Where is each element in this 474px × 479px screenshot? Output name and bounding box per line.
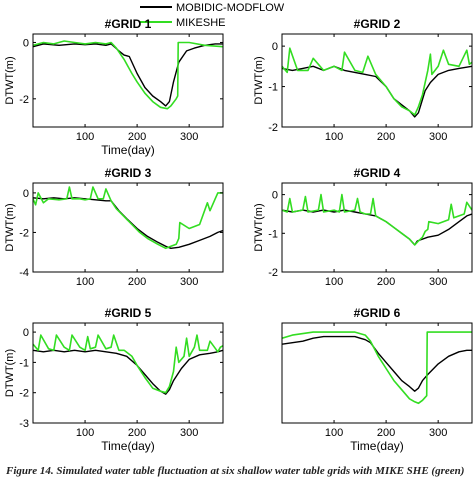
x-axis-label: Time(day) [101,439,155,453]
x-tick-label: 200 [128,131,146,143]
series-line-mikeshe [33,334,223,394]
series-line-mikeshe [33,40,223,110]
chart-panel-4: 100 200 300 -2 -1 0 #GRID 4 DTWT(m) [253,166,473,288]
chart-panel-6: 100 200 300 #GRID 6 Time(day) [281,306,473,453]
plot-frame [281,322,473,424]
panels: 100 200 300 -2 0 #GRID 1 Time(day) DTWT(m) 100 20… [4,17,473,453]
x-tick-label: 200 [377,276,395,288]
y-tick-label: -2 [268,122,278,134]
series-line-mobidic [33,197,223,250]
x-tick-label: 300 [429,427,447,439]
plot-frame [32,182,224,273]
y-axis-label: DTWT(m) [4,349,16,397]
x-tick-label: 300 [429,131,447,143]
y-tick-label: -2 [268,267,278,279]
series-line-mikeshe [33,186,223,250]
plot-frame [281,33,473,128]
x-tick-label: 100 [76,131,94,143]
x-tick-label: 200 [128,427,146,439]
y-tick-label: -1 [19,357,29,369]
y-tick-label: -1 [268,82,278,94]
chart-title: #GRID 3 [105,166,152,180]
legend-label-mobidic: MOBIDIC-MODFLOW [176,2,285,14]
plot-frame [32,33,224,128]
y-tick-label: 0 [272,41,278,53]
series-line-mobidic [282,209,472,246]
y-tick-label: 0 [23,37,29,49]
chart-panel-3: 100 200 300 -4 -2 0 #GRID 3 DTWT(m) [4,166,224,288]
y-tick-label: -2 [19,94,29,106]
chart-title: #GRID 6 [354,306,401,320]
chart-title: #GRID 5 [105,306,152,320]
legend: MOBIDIC-MODFLOW MIKESHE [140,2,285,29]
series-line-mikeshe [282,331,472,405]
y-tick-label: 0 [272,190,278,202]
chart-panel-1: 100 200 300 -2 0 #GRID 1 Time(day) DTWT(m) [4,17,224,157]
y-tick-label: 0 [23,327,29,339]
plot-frame [32,322,224,424]
y-axis-label: DTWT(m) [4,203,16,251]
y-tick-label: -3 [19,418,29,430]
x-tick-label: 100 [325,427,343,439]
y-tick-label: 0 [23,188,29,200]
x-tick-label: 100 [325,131,343,143]
chart-panel-2: 100 200 300 -2 -1 0 #GRID 2 DTWT(m) [253,17,473,143]
figure-caption: Figure 14. Simulated water table fluctua… [6,465,465,477]
x-tick-label: 200 [377,427,395,439]
series-line-mobidic [282,65,472,118]
x-tick-label: 200 [128,276,146,288]
series-line-mikeshe [282,193,472,246]
x-tick-label: 100 [325,276,343,288]
y-tick-label: -4 [19,267,29,279]
chart-title: #GRID 2 [354,17,401,31]
x-tick-label: 100 [76,276,94,288]
x-tick-label: 100 [76,427,94,439]
x-axis-label: Time(day) [101,143,155,157]
x-tick-label: 300 [180,131,198,143]
series-line-mobidic [33,43,223,107]
y-tick-label: -2 [19,388,29,400]
x-tick-label: 300 [429,276,447,288]
legend-label-mikeshe: MIKESHE [176,17,226,29]
chart-title: #GRID 1 [105,17,152,31]
chart-panel-5: 100 200 300 -3 -2 -1 0 #GRID 5 Time(day) DTWT(m) [4,306,224,453]
series-line-mikeshe [282,47,472,116]
x-tick-label: 300 [180,427,198,439]
x-axis-label: Time(day) [350,439,404,453]
plot-frame [281,182,473,273]
y-tick-label: -2 [19,227,29,239]
series-line-mobidic [33,349,223,395]
x-tick-label: 200 [377,131,395,143]
y-axis-label: DTWT(m) [253,203,265,251]
y-axis-label: DTWT(m) [4,56,16,104]
series-line-mobidic [282,335,472,392]
chart-title: #GRID 4 [354,166,401,180]
y-axis-label: DTWT(m) [253,56,265,104]
x-tick-label: 300 [180,276,198,288]
y-tick-label: -1 [268,228,278,240]
